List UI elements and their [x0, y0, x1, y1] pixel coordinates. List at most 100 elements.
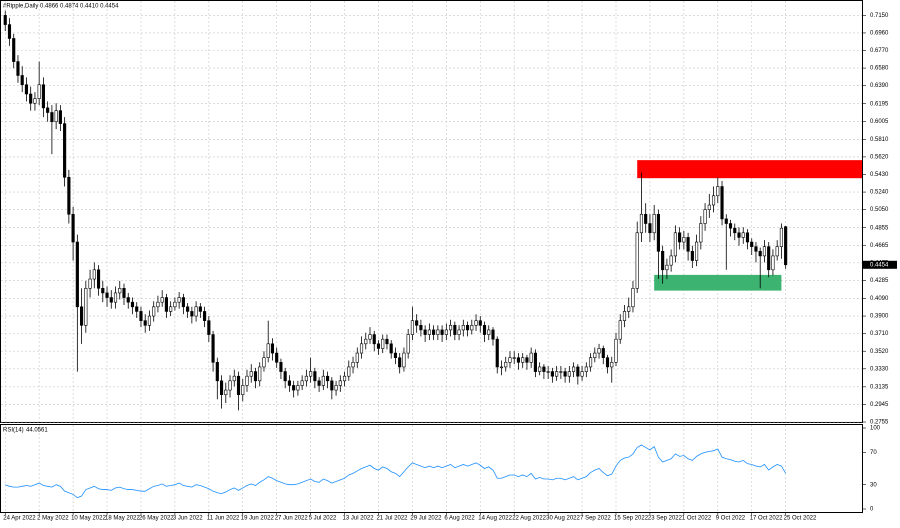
candle-body [631, 287, 635, 308]
rsi-line [5, 444, 787, 499]
candle-body [75, 241, 79, 308]
y-tick-label: 0.6580 [870, 66, 889, 72]
price-frame [0, 0, 863, 423]
candle-body [767, 246, 771, 271]
candle-body [96, 269, 101, 289]
candle-body [334, 385, 338, 391]
candle-body [198, 306, 202, 312]
candle-body [563, 371, 567, 377]
candle-body [495, 338, 499, 368]
candle-body [542, 366, 546, 372]
candle-body [46, 107, 50, 113]
candle-body [139, 311, 143, 321]
candle-body [219, 380, 224, 396]
candle-body [597, 348, 601, 354]
rsi-frame [0, 424, 863, 513]
x-tick-label: 10 May 2022 [71, 516, 106, 522]
candle-body [567, 371, 571, 377]
candle-body [406, 334, 410, 354]
candle-body [101, 287, 105, 294]
rsi-tick-label: 70 [870, 450, 877, 456]
candle-body [228, 380, 232, 391]
candle-body [758, 250, 762, 257]
x-tick-label: 11 Jun 2022 [207, 516, 240, 522]
candle-body [682, 237, 686, 243]
candle-body [546, 371, 550, 373]
candle-body [54, 110, 58, 123]
x-tick-label: 22 Aug 2022 [512, 516, 546, 522]
candle-body [41, 84, 45, 109]
candle-body [351, 362, 355, 368]
candle-body [109, 297, 113, 303]
x-tick-label: 3 Jun 2022 [173, 516, 203, 522]
candle-body [432, 329, 436, 335]
candle-body [67, 176, 71, 215]
candle-body [12, 38, 16, 62]
candle-body [156, 301, 160, 308]
y-tick-label: 0.4090 [870, 296, 889, 302]
candle-body [236, 375, 241, 396]
y-tick-label: 0.5240 [870, 190, 889, 196]
y-tick-label: 0.3710 [870, 331, 889, 337]
candle-body [224, 389, 228, 396]
candle-body [321, 375, 325, 386]
candle-body [512, 357, 516, 359]
candle-body [355, 352, 359, 363]
candle-body [24, 84, 29, 95]
candle-body [465, 325, 470, 331]
candle-body [92, 269, 96, 280]
x-tick-label: 15 Sep 2022 [614, 516, 649, 522]
candle-body [118, 287, 122, 294]
candle-body [347, 366, 351, 377]
candle-body [762, 246, 767, 257]
y-tick-label: 0.6770 [870, 48, 889, 54]
candle-body [499, 366, 504, 369]
candle-body [737, 232, 741, 238]
candle-body [63, 123, 67, 178]
candle-body [665, 264, 669, 271]
candle-body [419, 325, 423, 331]
x-tick-label: 9 Oct 2022 [716, 516, 746, 522]
candle-body [703, 209, 707, 224]
candle-body [300, 380, 304, 386]
candle-body [627, 306, 631, 312]
rsi-value: 44.0561 [26, 428, 48, 434]
x-tick-label: 13 Jul 2022 [343, 516, 375, 522]
y-tick-label: 0.2945 [870, 402, 889, 408]
candle-body [572, 366, 576, 372]
candle-body [478, 320, 482, 326]
x-tick-label: 17 Oct 2022 [750, 516, 783, 522]
candle-body [364, 338, 368, 345]
x-tick-label: 7 Sep 2022 [580, 516, 611, 522]
candle-body [588, 357, 593, 368]
candle-body [3, 15, 7, 25]
candle-body [173, 301, 177, 308]
candle-body [669, 255, 673, 266]
candle-body [147, 315, 152, 326]
candle-body [292, 385, 296, 391]
candle-body [695, 241, 699, 261]
rsi-tick-label: 100 [870, 426, 881, 432]
candle-body [750, 241, 754, 247]
candle-body [605, 357, 610, 368]
candle-body [720, 186, 724, 220]
candle-body [423, 329, 427, 335]
candle-body [487, 329, 491, 335]
rsi-title: RSI(14) [3, 428, 24, 434]
rsi-tick-label: 30 [870, 482, 877, 488]
y-tick-label: 0.2755 [870, 420, 889, 426]
candle-body [20, 75, 24, 86]
candle-body [143, 320, 147, 326]
chart-title: #Ripple,Daily 0.4866 0.4874 0.4410 0.445… [3, 4, 119, 10]
candle-body [71, 213, 75, 243]
candle-body [410, 320, 414, 335]
candle-body [427, 329, 431, 335]
y-tick-label: 0.7150 [870, 13, 889, 19]
candle-body [368, 334, 372, 340]
x-tick-label: 27 Jun 2022 [275, 516, 309, 522]
candle-body [656, 213, 660, 252]
candle-body [440, 329, 444, 335]
candle-body [470, 325, 474, 331]
candle-body [194, 306, 198, 317]
x-tick-label: 5 Jul 2022 [309, 516, 337, 522]
